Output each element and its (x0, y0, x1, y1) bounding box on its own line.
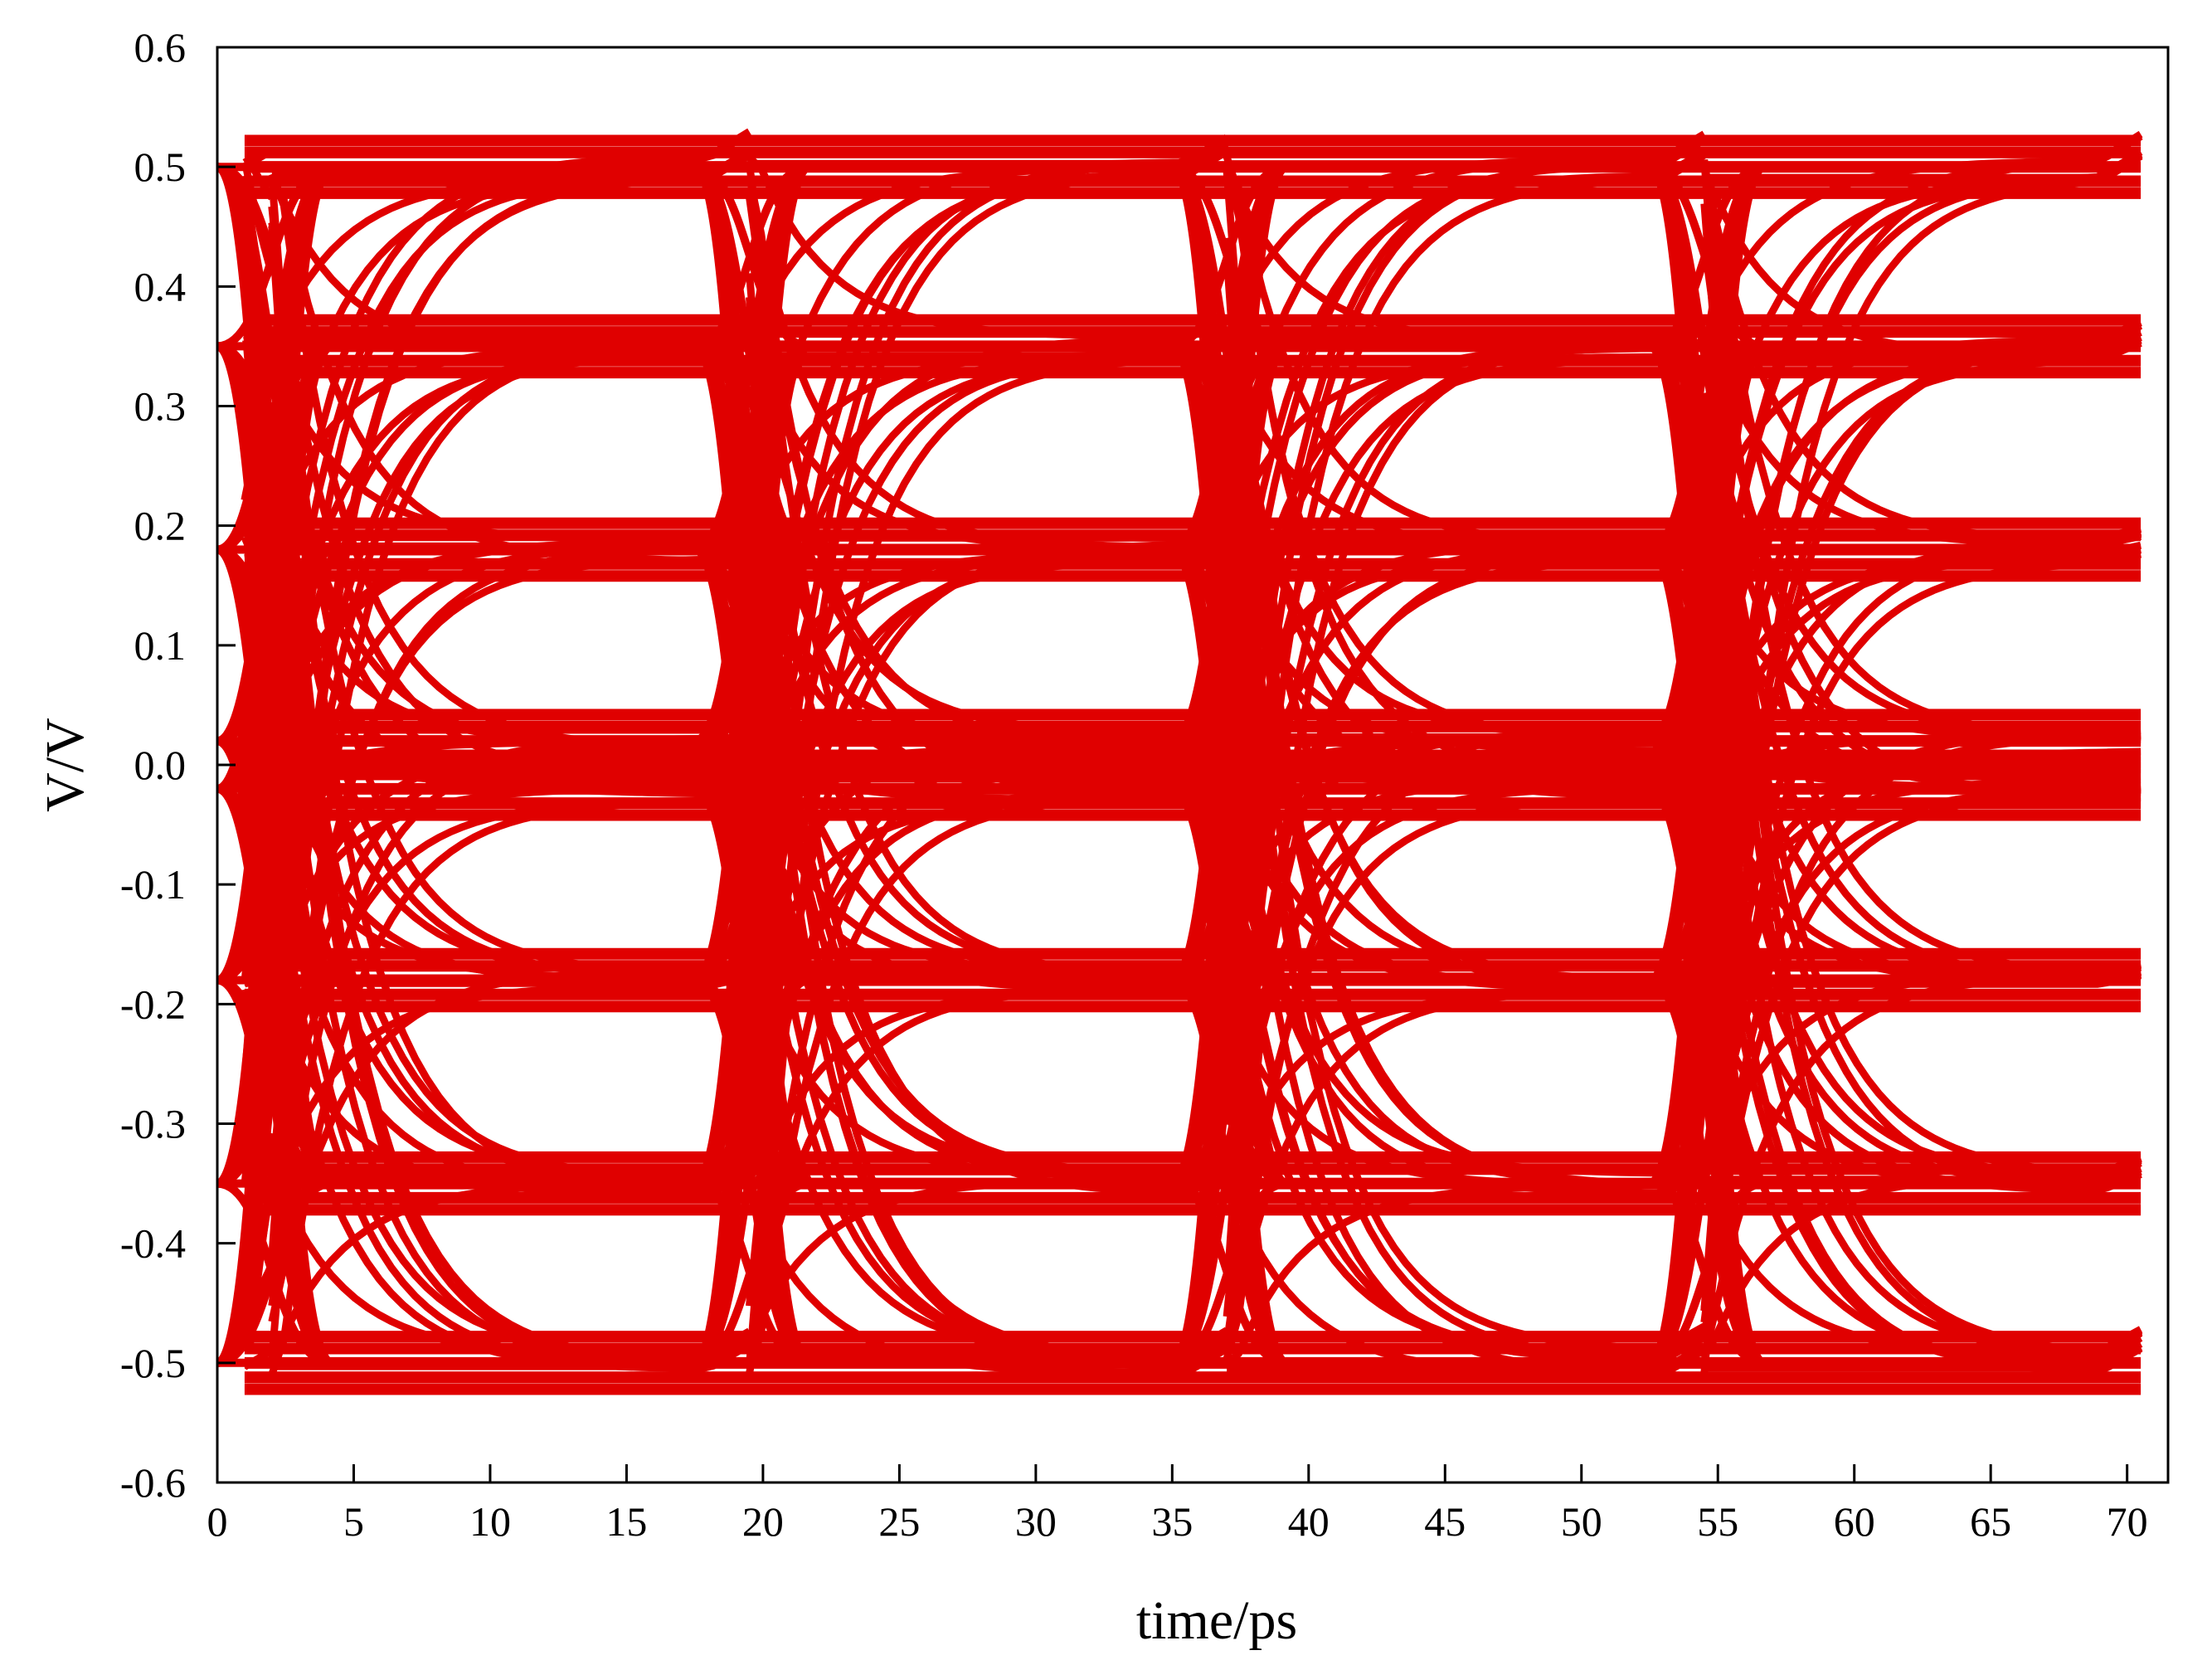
x-tick-label: 10 (469, 1498, 511, 1545)
eye-trace (746, 273, 1228, 1197)
y-tick-label: 0.1 (134, 622, 187, 669)
crossing-trace (217, 163, 333, 351)
x-tick-label: 5 (343, 1498, 364, 1545)
eye-trace (1223, 353, 1704, 801)
x-tick-label: 15 (605, 1498, 647, 1545)
x-tick-label: 40 (1288, 1498, 1330, 1545)
x-tick-label: 25 (878, 1498, 920, 1545)
eye-trace (271, 148, 751, 179)
x-tick-label: 65 (1970, 1498, 2011, 1545)
y-tick-label: -0.5 (120, 1340, 186, 1386)
crossing-trace (217, 163, 333, 554)
x-tick-label: 45 (1424, 1498, 1466, 1545)
x-tick-label: 70 (2107, 1498, 2148, 1545)
y-tick-label: -0.4 (120, 1220, 186, 1267)
crossing-trace (1649, 163, 1765, 351)
crossing-trace (694, 163, 810, 351)
crossing-trace (1649, 1179, 1765, 1367)
y-tick-label: 0.4 (134, 263, 187, 309)
crossing-trace (1648, 163, 1766, 554)
y-tick-label: 0.5 (134, 144, 187, 190)
x-tick-label: 0 (207, 1498, 228, 1545)
y-axis-title: V/V (35, 718, 95, 812)
x-tick-label: 55 (1697, 1498, 1738, 1545)
x-axis: 0 5 10 15 20 25 30 35 40 45 50 55 60 65 70 (207, 1464, 2148, 1545)
y-tick-label: -0.3 (120, 1101, 186, 1147)
crossing-trace (1171, 163, 1288, 554)
x-tick-label: 30 (1015, 1498, 1057, 1545)
crossing-trace (1171, 163, 1288, 351)
x-axis-title: time/ps (1136, 1590, 1297, 1651)
x-tick-label: 35 (1151, 1498, 1193, 1545)
eye-trace (746, 163, 1228, 980)
crossing-trace (217, 1179, 333, 1367)
x-tick-label: 20 (742, 1498, 784, 1545)
crossing-trace (694, 1179, 810, 1367)
y-tick-label: 0.6 (134, 24, 187, 71)
y-tick-label: 0.3 (134, 383, 187, 430)
crossing-trace (1171, 1179, 1288, 1367)
eye-traces (217, 128, 2143, 1395)
y-tick-label: -0.1 (120, 861, 186, 908)
y-tick-label: -0.2 (120, 981, 186, 1027)
y-tick-label: 0.2 (134, 503, 187, 549)
x-tick-label: 50 (1561, 1498, 1602, 1545)
eye-trace (271, 319, 751, 343)
x-tick-label: 60 (1834, 1498, 1875, 1545)
y-axis: 0.6 0.5 0.4 0.3 0.2 0.1 0.0 -0.1 -0.2 -0.3 -0.4 -0.… (120, 24, 236, 1506)
y-tick-label: 0.0 (134, 742, 187, 788)
eye-trace (1223, 378, 1707, 1362)
crossing-trace (693, 163, 810, 554)
y-tick-label: -0.6 (120, 1459, 186, 1506)
